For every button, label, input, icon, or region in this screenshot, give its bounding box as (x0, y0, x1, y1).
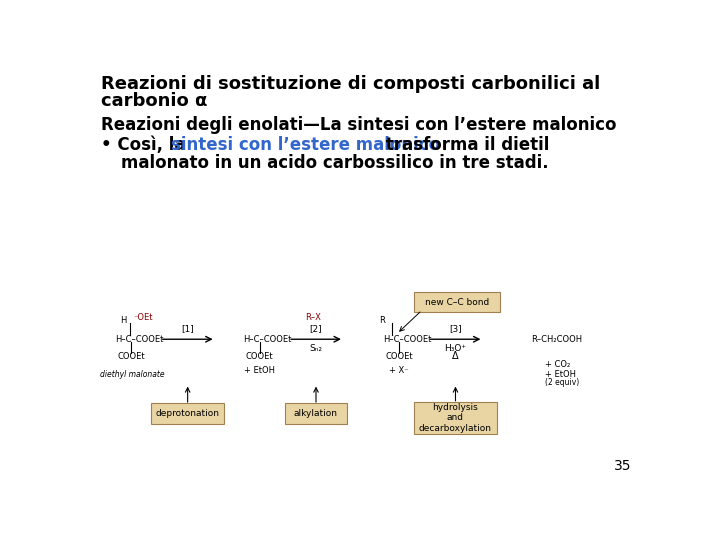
Text: H₃O⁺: H₃O⁺ (444, 344, 467, 353)
Text: hydrolysis: hydrolysis (433, 403, 478, 412)
Text: + EtOH: + EtOH (244, 366, 275, 375)
FancyBboxPatch shape (285, 403, 347, 424)
Text: alkylation: alkylation (294, 409, 338, 418)
Text: Reazioni di sostituzione di composti carbonilici al: Reazioni di sostituzione di composti car… (101, 75, 600, 93)
Text: malonato in un acido carbossilico in tre stadi.: malonato in un acido carbossilico in tre… (121, 154, 549, 172)
Text: H–C–COOEt: H–C–COOEt (115, 335, 163, 344)
Text: R–X: R–X (305, 313, 321, 322)
Text: + EtOH: + EtOH (545, 370, 576, 379)
Text: H–C–COOEt: H–C–COOEt (243, 335, 292, 344)
Text: [2]: [2] (310, 325, 323, 333)
Text: R–CH₂COOH: R–CH₂COOH (531, 335, 582, 344)
Text: deprotonation: deprotonation (156, 409, 220, 418)
Text: + CO₂: + CO₂ (545, 360, 570, 369)
Text: Δ: Δ (452, 351, 459, 361)
Text: [1]: [1] (181, 325, 194, 333)
Text: Reazioni degli enolati—La sintesi con l’estere malonico: Reazioni degli enolati—La sintesi con l’… (101, 116, 616, 133)
Text: H–C–COOEt: H–C–COOEt (383, 335, 431, 344)
Text: trasforma il dietil: trasforma il dietil (379, 136, 549, 154)
Text: COOEt: COOEt (246, 352, 274, 361)
Text: new C–C bond: new C–C bond (425, 298, 489, 307)
Text: (2 equiv): (2 equiv) (545, 377, 579, 387)
Text: 35: 35 (613, 459, 631, 473)
Text: Sₙ₂: Sₙ₂ (310, 344, 323, 353)
Text: and: and (447, 413, 464, 422)
FancyBboxPatch shape (151, 403, 224, 424)
Text: + X⁻: + X⁻ (390, 366, 409, 375)
Text: sintesi con l’estere malonico: sintesi con l’estere malonico (171, 136, 440, 154)
Text: carbonio α: carbonio α (101, 92, 207, 110)
FancyBboxPatch shape (414, 292, 500, 312)
Text: • Così, la: • Così, la (101, 136, 192, 154)
Text: COOEt: COOEt (117, 352, 145, 361)
Text: COOEt: COOEt (385, 352, 413, 361)
Text: diethyl malonate: diethyl malonate (99, 370, 164, 379)
Text: [3]: [3] (449, 325, 462, 333)
FancyBboxPatch shape (413, 402, 498, 434)
Text: H: H (120, 316, 127, 325)
Text: R: R (379, 316, 385, 325)
Text: decarboxylation: decarboxylation (419, 424, 492, 433)
Text: ⁻OEt: ⁻OEt (133, 313, 153, 322)
